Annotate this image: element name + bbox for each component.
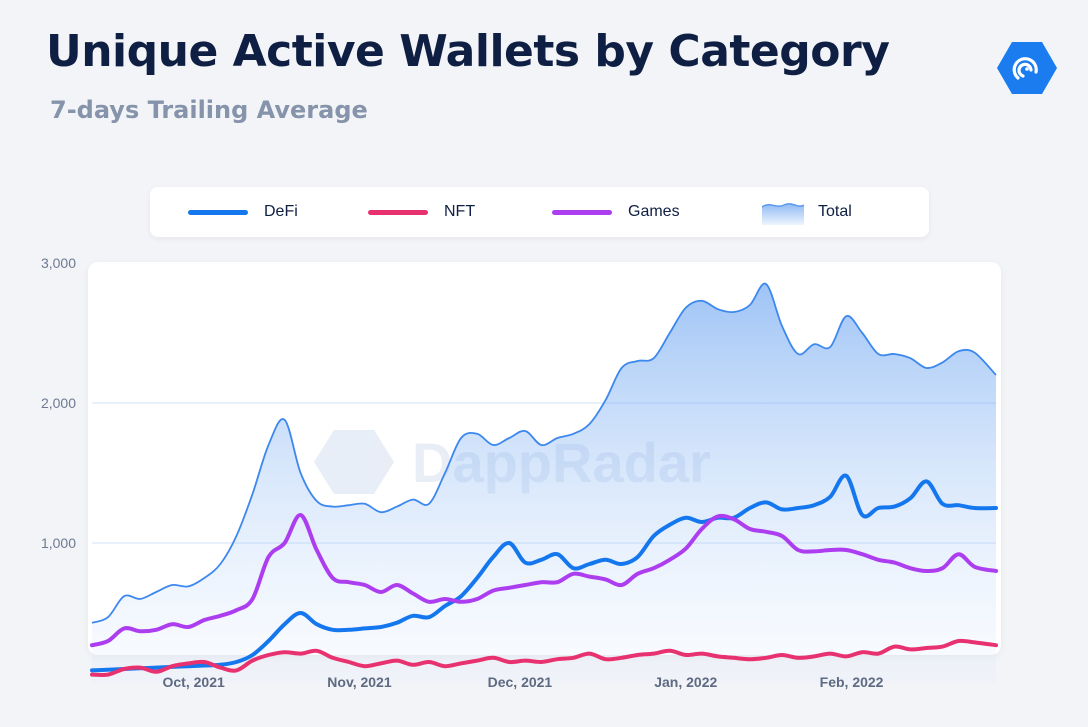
series-area-total	[92, 283, 996, 683]
x-tick-label: Nov, 2021	[327, 674, 392, 690]
dappradar-logo-icon	[997, 42, 1057, 94]
legend-label-games: Games	[628, 203, 680, 220]
chart-subtitle: 7-days Trailing Average	[50, 96, 368, 124]
legend-swatch-games	[552, 209, 612, 215]
legend-item-total[interactable]: Total	[762, 187, 852, 237]
series-line-total	[91, 282, 997, 624]
legend-swatch-nft	[368, 209, 428, 215]
legend-item-nft[interactable]: NFT	[368, 187, 475, 237]
legend-label-nft: NFT	[444, 203, 476, 220]
legend-label-total: Total	[818, 203, 852, 220]
x-tick-label: Jan, 2022	[654, 674, 717, 690]
legend-swatch-total	[762, 203, 804, 225]
series-line-defi	[90, 473, 998, 673]
series-line-games	[90, 513, 998, 648]
x-tick-label: Oct, 2021	[163, 674, 225, 690]
x-tick-label: Feb, 2022	[820, 674, 884, 690]
legend-item-defi[interactable]: DeFi	[188, 187, 298, 237]
legend-swatch-defi	[188, 209, 248, 215]
y-tick-label: 1,000	[41, 535, 76, 551]
y-tick-label: 3,000	[41, 255, 76, 271]
x-tick-label: Dec, 2021	[488, 674, 553, 690]
chart-legend: DeFi NFT Games Total	[150, 187, 929, 237]
legend-label-defi: DeFi	[264, 203, 298, 220]
legend-item-games[interactable]: Games	[552, 187, 680, 237]
series-line-nft	[90, 638, 998, 677]
y-tick-label: 2,000	[41, 395, 76, 411]
chart-title: Unique Active Wallets by Category	[46, 26, 890, 77]
